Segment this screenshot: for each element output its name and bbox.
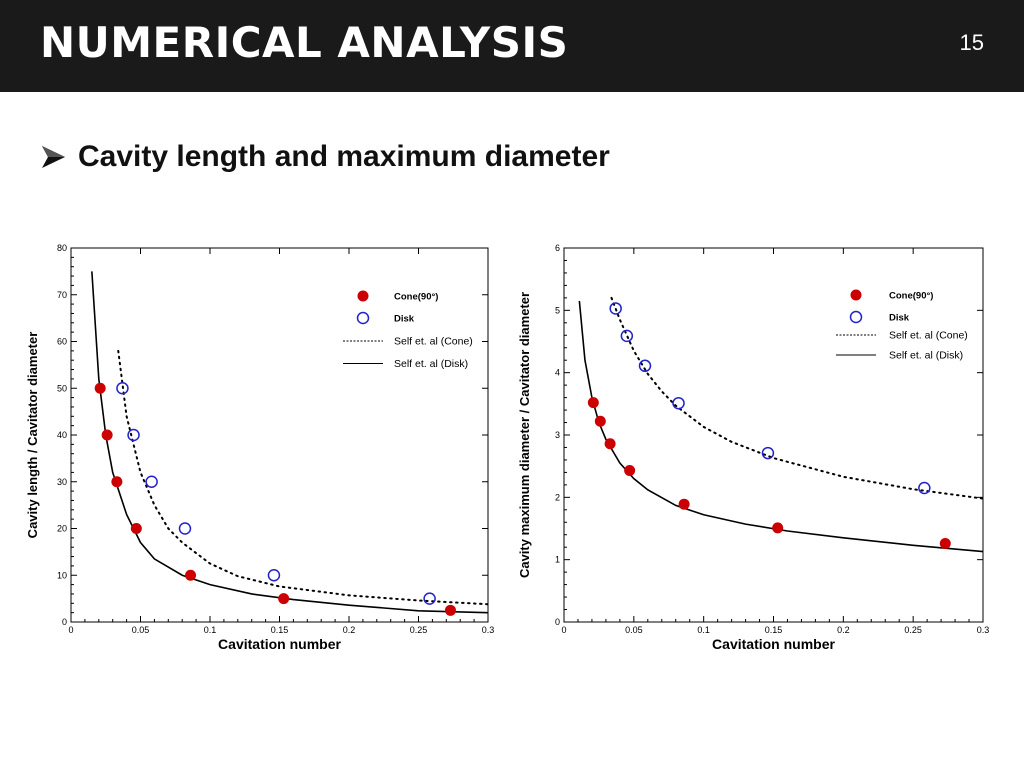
data-point-cone: [939, 537, 951, 549]
slide-title: NUMERICAL ANALYSIS: [40, 18, 569, 67]
data-point-disk: [178, 522, 192, 535]
data-point-cone: [444, 604, 456, 616]
x-axis-label: Cavitation number: [712, 636, 835, 652]
data-point-disk: [127, 428, 140, 442]
data-point-cone: [604, 438, 616, 450]
data-point-cone: [624, 465, 636, 477]
y-tick-label: 60: [57, 337, 67, 347]
legend: Cone(90°) Disk Self et. al (Cone) Self et. …: [836, 289, 968, 362]
data-point-cone: [111, 476, 123, 488]
arrow-bullet-icon: [42, 146, 65, 168]
x-tick-label: 0.2: [837, 625, 850, 635]
cavity-length-chart: 0 0.05 0.1 0.15 0.2 0.25 0.3 0 10 20 30 40 50 60 70 80 C…: [25, 243, 495, 652]
legend-label: Self et. al (Cone): [394, 336, 473, 348]
y-tick-label: 80: [57, 243, 67, 253]
x-tick-label: 0.25: [904, 625, 922, 635]
x-axis-label: Cavitation number: [218, 636, 341, 652]
y-axis-label: Cavity maximum diameter / Cavitator diam…: [517, 292, 532, 578]
data-point-disk: [423, 592, 436, 605]
legend-label: Disk: [889, 313, 910, 324]
series-line-self-cone: [610, 296, 984, 500]
x-tick-label: 0.2: [343, 625, 356, 635]
section-heading-text: Cavity length and maximum diameter: [78, 140, 610, 173]
legend: Cone(90°) Disk Self et. al (Cone) Self et. …: [343, 290, 473, 370]
x-tick-label: 0: [561, 625, 566, 635]
x-tick-label: 0.05: [625, 625, 643, 635]
legend-label: Self et. al (Cone): [889, 330, 968, 342]
data-point-cone: [772, 522, 784, 534]
data-point-disk: [638, 359, 652, 373]
data-point-disk: [609, 302, 622, 315]
x-tick-label: 0.15: [765, 625, 783, 635]
data-point-disk: [267, 569, 281, 582]
data-point-cone: [101, 429, 113, 441]
x-tick-label: 0.1: [204, 625, 217, 635]
x-tick-label: 0.3: [482, 625, 495, 635]
y-tick-label: 70: [57, 290, 67, 300]
legend-label: Cone(90°): [889, 291, 933, 302]
y-tick-label: 40: [57, 430, 67, 440]
page-number: 15: [959, 30, 984, 55]
data-point-disk: [116, 382, 129, 395]
x-tick-label: 0.25: [410, 625, 428, 635]
plot-frame: [563, 247, 984, 623]
data-point-cone: [94, 382, 106, 394]
plot-frame: [70, 247, 489, 623]
x-tick-label: 0.15: [271, 625, 289, 635]
legend-label: Cone(90°): [394, 292, 438, 303]
legend-symbol-cone: [850, 289, 862, 301]
series-line-self-disk: [91, 271, 489, 614]
y-tick-label: 2: [555, 492, 560, 502]
data-point-cone: [678, 498, 690, 510]
data-point-disk: [620, 329, 634, 343]
legend-symbol-disk: [849, 310, 863, 324]
legend-label: Self et. al (Disk): [889, 350, 963, 362]
data-point-cone: [587, 397, 599, 409]
legend-label: Disk: [394, 314, 415, 325]
data-point-disk: [918, 481, 931, 495]
y-tick-label: 3: [555, 430, 560, 440]
data-point-cone: [130, 523, 142, 534]
title-bar: NUMERICAL ANALYSIS 15: [0, 0, 1024, 92]
x-tick-label: 0: [68, 625, 73, 635]
data-point-cone: [278, 593, 290, 605]
series-line-self-cone: [117, 349, 489, 606]
y-tick-label: 1: [555, 555, 560, 565]
x-tick-label: 0.3: [977, 625, 990, 635]
legend-label: Self et. al (Disk): [394, 358, 468, 370]
data-point-disk: [761, 446, 775, 460]
data-point-cone: [185, 569, 197, 581]
section-heading: Cavity length and maximum diameter: [40, 140, 610, 174]
y-tick-label: 0: [62, 617, 67, 627]
y-tick-label: 4: [555, 368, 560, 378]
y-axis-label: Cavity length / Cavitator diameter: [25, 332, 40, 539]
data-point-disk: [145, 475, 158, 488]
legend-symbol-cone: [357, 290, 369, 302]
y-tick-label: 6: [555, 243, 560, 253]
x-tick-label: 0.1: [697, 625, 710, 635]
data-point-cone: [594, 415, 606, 427]
y-tick-label: 5: [555, 305, 560, 315]
y-tick-label: 30: [57, 477, 67, 487]
y-tick-label: 50: [57, 383, 67, 393]
y-tick-label: 0: [555, 617, 560, 627]
x-tick-label: 0.05: [132, 625, 150, 635]
legend-symbol-disk: [356, 311, 370, 325]
y-tick-label: 20: [57, 524, 67, 534]
data-point-disk: [672, 396, 685, 410]
cavity-diameter-chart: 0 0.05 0.1 0.15 0.2 0.25 0.3 0 1 2 3 4 5 6 Cavitation …: [517, 243, 990, 652]
y-tick-label: 10: [57, 570, 67, 580]
